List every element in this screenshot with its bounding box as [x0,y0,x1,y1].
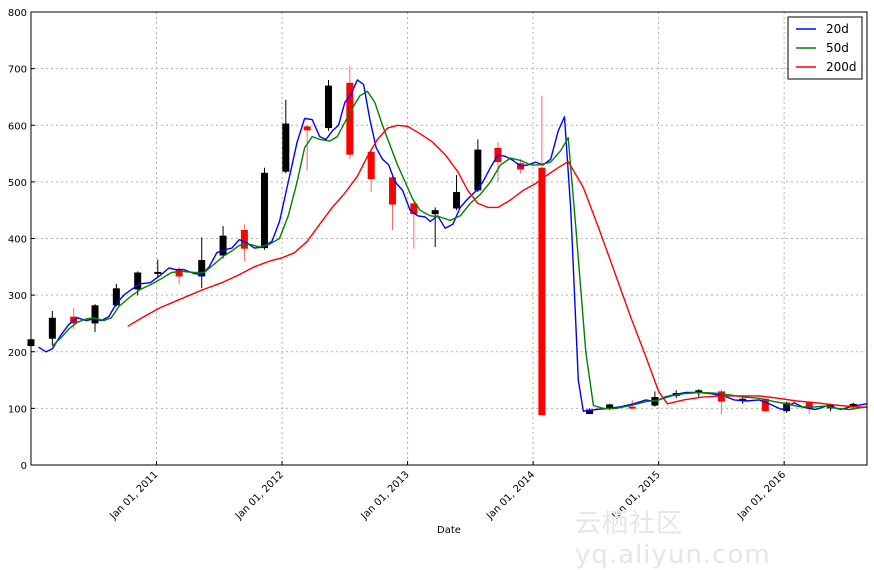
ma-line-200d [127,124,868,408]
candle [324,79,332,131]
x-tick-label: Jan 01, 2012 [233,469,286,522]
candle [48,310,56,345]
y-tick-label: 600 [8,121,27,132]
candle [219,226,227,259]
candle [410,202,418,249]
y-axis-ticks: 0 100 200 300 400 500 600 700 800 [8,8,35,472]
ma-line-50d [51,90,868,411]
y-tick-label: 700 [8,65,27,76]
y-tick-label: 200 [8,348,27,359]
candle [198,237,206,289]
legend-label-20d: 20d [826,22,849,36]
y-tick-label: 0 [21,461,27,472]
candle [260,167,268,250]
candle [367,150,375,193]
y-tick-label: 300 [8,291,27,302]
candle [154,259,162,279]
candle [494,142,502,182]
x-axis-label: Date [437,525,461,536]
y-tick-label: 500 [8,178,27,189]
legend-label-50d: 50d [826,41,849,55]
candle [474,139,482,193]
candle [431,207,439,247]
candle [303,125,311,171]
x-tick-label: Jan 01, 2013 [359,469,412,522]
y-tick-label: 800 [8,8,27,19]
x-tick-label: Jan 01, 2014 [484,469,537,522]
candle [389,176,397,231]
moving-average-lines [38,79,868,412]
x-tick-label: Jan 01, 2011 [108,469,161,522]
candle [282,99,290,174]
candle [586,408,594,415]
y-tick-label: 100 [8,404,27,415]
watermark: 云栖社区 yq.aliyun.com [575,509,771,570]
candle [651,391,659,407]
grid-lines [31,12,867,465]
candle [761,398,769,413]
candle [538,95,546,416]
candlestick-chart: 0 100 200 300 400 500 600 700 800 Jan 01, 2011 Ja… [8,8,868,536]
y-tick-label: 400 [8,235,27,246]
candle [240,224,248,262]
ma-line-20d [38,79,868,412]
legend-label-200d: 200d [826,60,857,74]
legend: 20d 50d 200d [787,16,863,80]
candlesticks [27,65,857,416]
candle [453,175,461,211]
